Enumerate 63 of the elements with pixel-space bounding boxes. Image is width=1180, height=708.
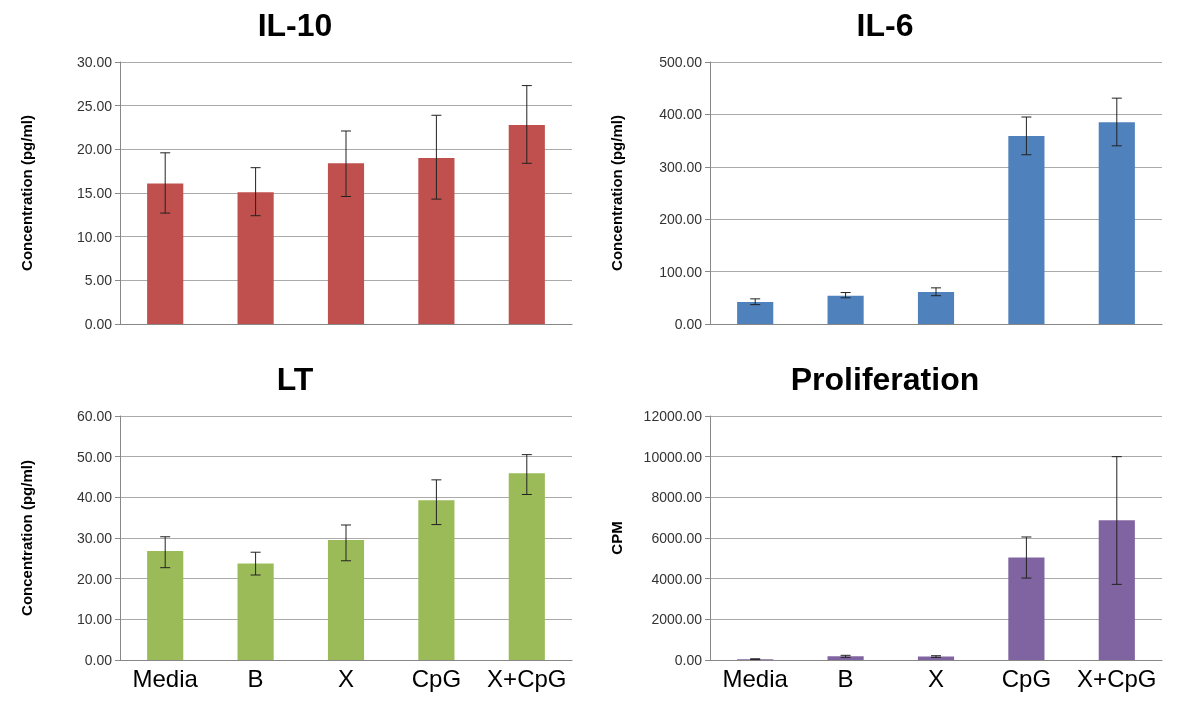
y-tick-label: 10000.00 (643, 448, 703, 465)
chart-title: LT (276, 361, 314, 397)
chart-title: IL-6 (856, 7, 914, 43)
y-tick-label: 20.00 (76, 570, 113, 587)
x-tick-label: CpG (411, 664, 462, 692)
bar (418, 158, 455, 324)
chart-title: Proliferation (790, 361, 980, 397)
x-tick-label: X+CpG (1077, 664, 1157, 692)
bar (1098, 520, 1135, 660)
bar (1008, 135, 1045, 324)
y-tick-label: 30.00 (76, 530, 113, 546)
y-tick-label: 400.00 (659, 106, 703, 123)
y-tick-label: 200.00 (659, 211, 703, 228)
x-tick-label: Media (132, 664, 199, 692)
y-tick-label: 12000.00 (643, 408, 703, 424)
y-tick-label: 6000.00 (651, 530, 703, 546)
y-tick-label: 300.00 (659, 158, 703, 175)
y-tick-label: 0.00 (674, 652, 703, 668)
bar (147, 183, 184, 324)
x-tick-label: X (337, 664, 355, 692)
bar (1008, 557, 1045, 660)
y-tick-label: 50.00 (76, 448, 113, 465)
x-tick-label: X (927, 664, 945, 692)
y-tick-label: 30.00 (76, 54, 113, 70)
x-tick-label: X+CpG (487, 664, 567, 692)
y-tick-label: 8000.00 (651, 489, 703, 506)
bar (917, 292, 955, 324)
y-tick-label: 15.00 (76, 185, 113, 201)
x-tick-label: B (837, 664, 854, 692)
y-axis-title: Concentration (pg/ml) (18, 460, 35, 616)
y-tick-label: 10.00 (76, 228, 113, 245)
y-tick-label: 0.00 (84, 652, 113, 668)
bar (237, 563, 274, 660)
y-tick-label: 2000.00 (651, 611, 703, 628)
bar (327, 540, 365, 660)
x-tick-label: B (247, 664, 264, 692)
bar (508, 124, 545, 324)
y-tick-label: 5.00 (84, 272, 113, 289)
bar (508, 473, 545, 660)
y-tick-label: 10.00 (76, 611, 113, 628)
bar (827, 656, 864, 660)
bar (1098, 122, 1135, 324)
bar (237, 192, 274, 324)
y-tick-label: 20.00 (76, 141, 113, 158)
y-tick-label: 25.00 (76, 97, 113, 114)
bar (737, 301, 774, 324)
y-tick-label: 500.00 (659, 54, 703, 70)
y-axis-title: Concentration (pg/ml) (608, 115, 625, 271)
bar (418, 500, 455, 660)
y-tick-label: 60.00 (76, 408, 113, 424)
x-tick-label: CpG (1001, 664, 1052, 692)
y-tick-label: 0.00 (674, 316, 703, 332)
bar (827, 295, 864, 324)
chart-title: IL-10 (257, 7, 333, 43)
bar (147, 551, 184, 660)
y-axis-title: CPM (608, 521, 625, 555)
y-axis-title: Concentration (pg/ml) (18, 115, 35, 271)
y-tick-label: 100.00 (659, 263, 703, 280)
y-tick-label: 4000.00 (651, 570, 703, 587)
y-tick-label: 40.00 (76, 489, 113, 506)
y-tick-label: 0.00 (84, 316, 113, 332)
bar (327, 163, 365, 324)
x-tick-label: Media (722, 664, 789, 692)
